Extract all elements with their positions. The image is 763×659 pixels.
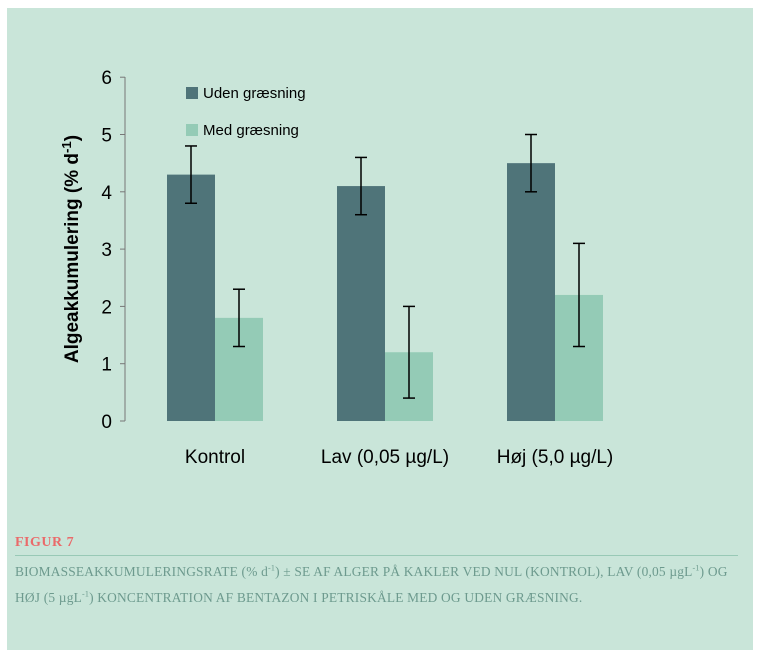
y-tick-label: 6 — [101, 68, 112, 89]
y-tick-label: 0 — [101, 412, 112, 433]
y-axis-title: Algeakkumulering (% d-1) — [59, 135, 84, 363]
bar-group — [167, 163, 603, 421]
legend-swatch — [186, 124, 198, 136]
y-axis-label: Algeakkumulering (% d-1) — [59, 135, 84, 363]
figure-divider — [15, 555, 738, 556]
legend-label: Uden græsning — [203, 85, 306, 102]
legend: Uden græsning Med græsning — [186, 85, 306, 139]
y-tick-label: 3 — [101, 240, 112, 261]
bar-chart: 0 1 2 3 4 5 6 Kontrol Lav (0,05 µg/L) Høj (5,0 µ… — [59, 68, 614, 468]
x-category-label: Kontrol — [185, 447, 245, 468]
figure-caption: BIOMASSEAKKUMULERINGSRATE (% d-1) ± SE A… — [15, 563, 728, 605]
y-tick-group: 0 1 2 3 4 5 6 — [101, 68, 125, 433]
legend-swatch — [186, 87, 198, 99]
y-tick-label: 2 — [101, 297, 112, 318]
x-category-label: Lav (0,05 µg/L) — [321, 447, 449, 468]
error-bar-group — [185, 133, 585, 399]
y-tick-label: 1 — [101, 355, 112, 376]
bar — [337, 186, 385, 421]
y-tick-label: 5 — [101, 126, 112, 147]
x-category-label: Høj (5,0 µg/L) — [497, 447, 614, 468]
bar — [507, 163, 555, 421]
y-tick-label: 4 — [101, 183, 112, 204]
legend-label: Med græsning — [203, 122, 299, 139]
category-label-group: Kontrol Lav (0,05 µg/L) Høj (5,0 µg/L) — [185, 447, 613, 468]
bar — [167, 174, 215, 421]
figure-label: FIGUR 7 — [15, 535, 75, 550]
